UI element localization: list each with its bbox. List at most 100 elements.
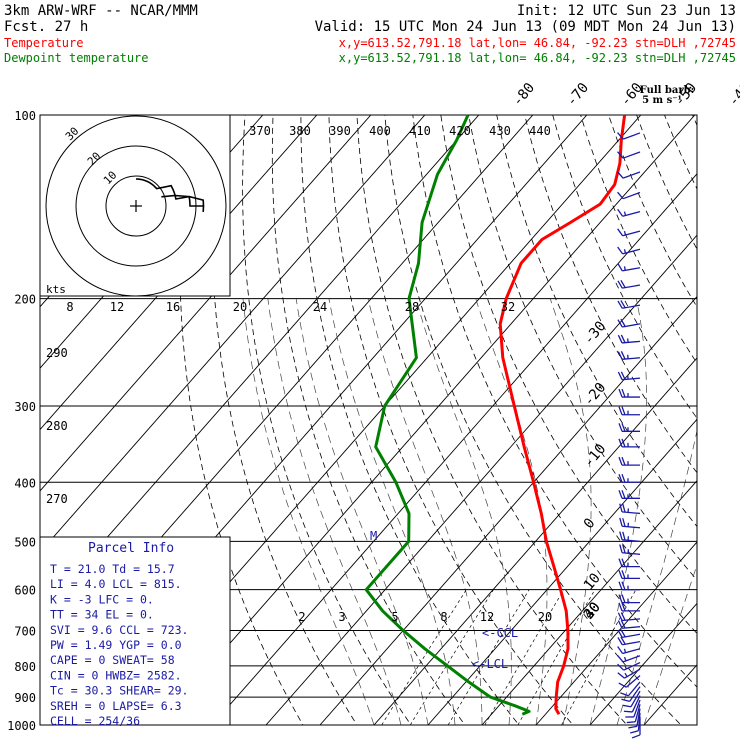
forecast-hour: Fcst. 27 h [4,19,88,35]
wind-barb-flag [617,300,623,309]
isotherm-label-right: -30 [581,318,610,348]
wind-barb [617,228,641,237]
wind-barbs [617,132,641,739]
wind-barb [617,655,641,663]
parcel-row: T = 21.0 Td = 15.7 [50,562,175,576]
sounding-traces [364,114,627,716]
isotherm-line [481,480,697,725]
parcel-row: K = -3 LFC = 0. [50,592,154,606]
theta-label: 400 [369,124,391,138]
wind-barb-flag [617,629,623,638]
temperature-legend-info: x,y=613.52,791.18 lat,lon= 46.84, -92.23… [339,36,736,50]
wind-barb-flag [618,438,623,448]
isotherm-label-right: -10 [581,441,610,471]
wind-barb-flag [622,531,626,541]
wind-barb-flag [620,351,626,360]
wind-barb [617,629,641,639]
dry-adiabat [211,115,358,725]
parcel-panel [39,536,231,726]
dewpoint-legend-name: Dewpoint temperature [4,51,149,65]
wind-barb [618,570,640,580]
wind-barb-staff [633,699,641,718]
mixing-ratio-line [381,589,467,725]
theta-label: 430 [489,124,511,138]
pressure-tick-label: 800 [14,660,36,674]
mixing-ratio-label: 28 [405,300,419,314]
parcel-row: PW = 1.49 YGP = 0.0 [50,638,182,652]
wind-barb-flag [618,388,623,398]
wind-barb-flag [618,602,623,612]
mixing-ratio-label: 16 [166,300,180,314]
wind-barb-flag [618,570,623,579]
wind-barb [617,334,641,344]
isotherm-line [589,602,697,725]
wind-barb-flag [622,544,626,554]
wind-barb [618,558,640,568]
trace-dewpoint-temperature [364,114,531,716]
temperature-legend-name: Temperature [4,36,83,50]
dry-adiabat [300,115,520,725]
isotherm-label-right: 0 [581,515,599,532]
wind-barb [630,712,641,734]
wind-barb-flag [619,517,623,527]
wind-barb [625,699,641,718]
wind-barb-flag [621,406,626,415]
valid-time: Valid: 15 UTC Mon 24 Jun 13 (09 MDT Mon … [315,19,736,35]
wind-barb-flag [621,570,626,579]
wind-barb-flag [621,474,626,483]
wind-barb-staff [622,191,641,200]
moist-adiabat [589,298,647,725]
wind-barb-flag [620,318,626,327]
wind-barb-flag [617,208,624,217]
mixing-ratio-label: 8 [66,300,73,314]
wind-barb-staff [622,151,641,159]
wind-barb [618,675,641,688]
theta-label: 440 [529,124,551,138]
wind-barb-flag [623,710,633,713]
dry-adiabat [468,115,697,581]
wind-barb-flag [617,171,624,179]
wind-barb [626,704,641,724]
theta-label: 370 [249,124,271,138]
wind-barb-flag [618,406,623,415]
dry-adiabat [552,115,697,419]
parcel-row: SREH = 0 LAPSE= 6.3 [50,699,182,713]
dry-adiabat [384,115,682,725]
wind-barb-staff [625,675,641,688]
moist-adiabat [267,298,402,725]
wind-barb-flag [617,655,624,663]
wind-barb [618,406,640,416]
hodograph-ring [45,115,227,297]
parcel-row: CAPE = 0 SWEAT= 58 [50,653,175,667]
wind-barb-flag [620,636,626,645]
wind-barb-flag [620,620,626,629]
wind-barb [617,208,641,217]
hodograph-units: kts [46,283,66,296]
dry-adiabat [412,115,697,688]
dry-adiabat [356,115,628,725]
pressure-tick-label: 300 [14,400,36,414]
isotherm-line [40,115,426,553]
theta-label: 390 [329,124,351,138]
moist-adiabat [616,428,697,725]
parcel-row: CELL = 254/36 [50,714,140,728]
dry-adiabat [328,115,574,725]
wind-barb-half-flag [624,664,627,670]
wind-barb [619,544,641,555]
mixing-ratio-label: 5 [391,610,398,624]
dry-adiabat [721,115,740,738]
dry-adiabat [242,115,412,725]
wind-barb-flag [617,351,623,360]
dry-adiabat [496,115,697,528]
wind-barb [617,246,641,255]
wind-barb-flag [620,300,626,309]
wind-barb-flag [617,319,623,328]
mixing-ratio-label: 12 [110,300,124,314]
dry-adiabat [440,115,697,635]
wind-barb-flag [617,672,625,679]
wind-barb [617,263,641,272]
wind-barb [623,695,641,713]
wind-barb-flag [617,620,623,629]
parcel-row: TT = 34 EL = 0. [50,608,154,622]
isotherm-line [319,295,697,725]
